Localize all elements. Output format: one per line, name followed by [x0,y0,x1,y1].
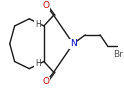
Text: O: O [43,77,50,86]
Text: H: H [35,20,41,29]
Text: H: H [35,59,41,68]
Text: O: O [43,1,50,10]
Text: N: N [70,39,77,48]
Text: Br: Br [113,50,123,59]
